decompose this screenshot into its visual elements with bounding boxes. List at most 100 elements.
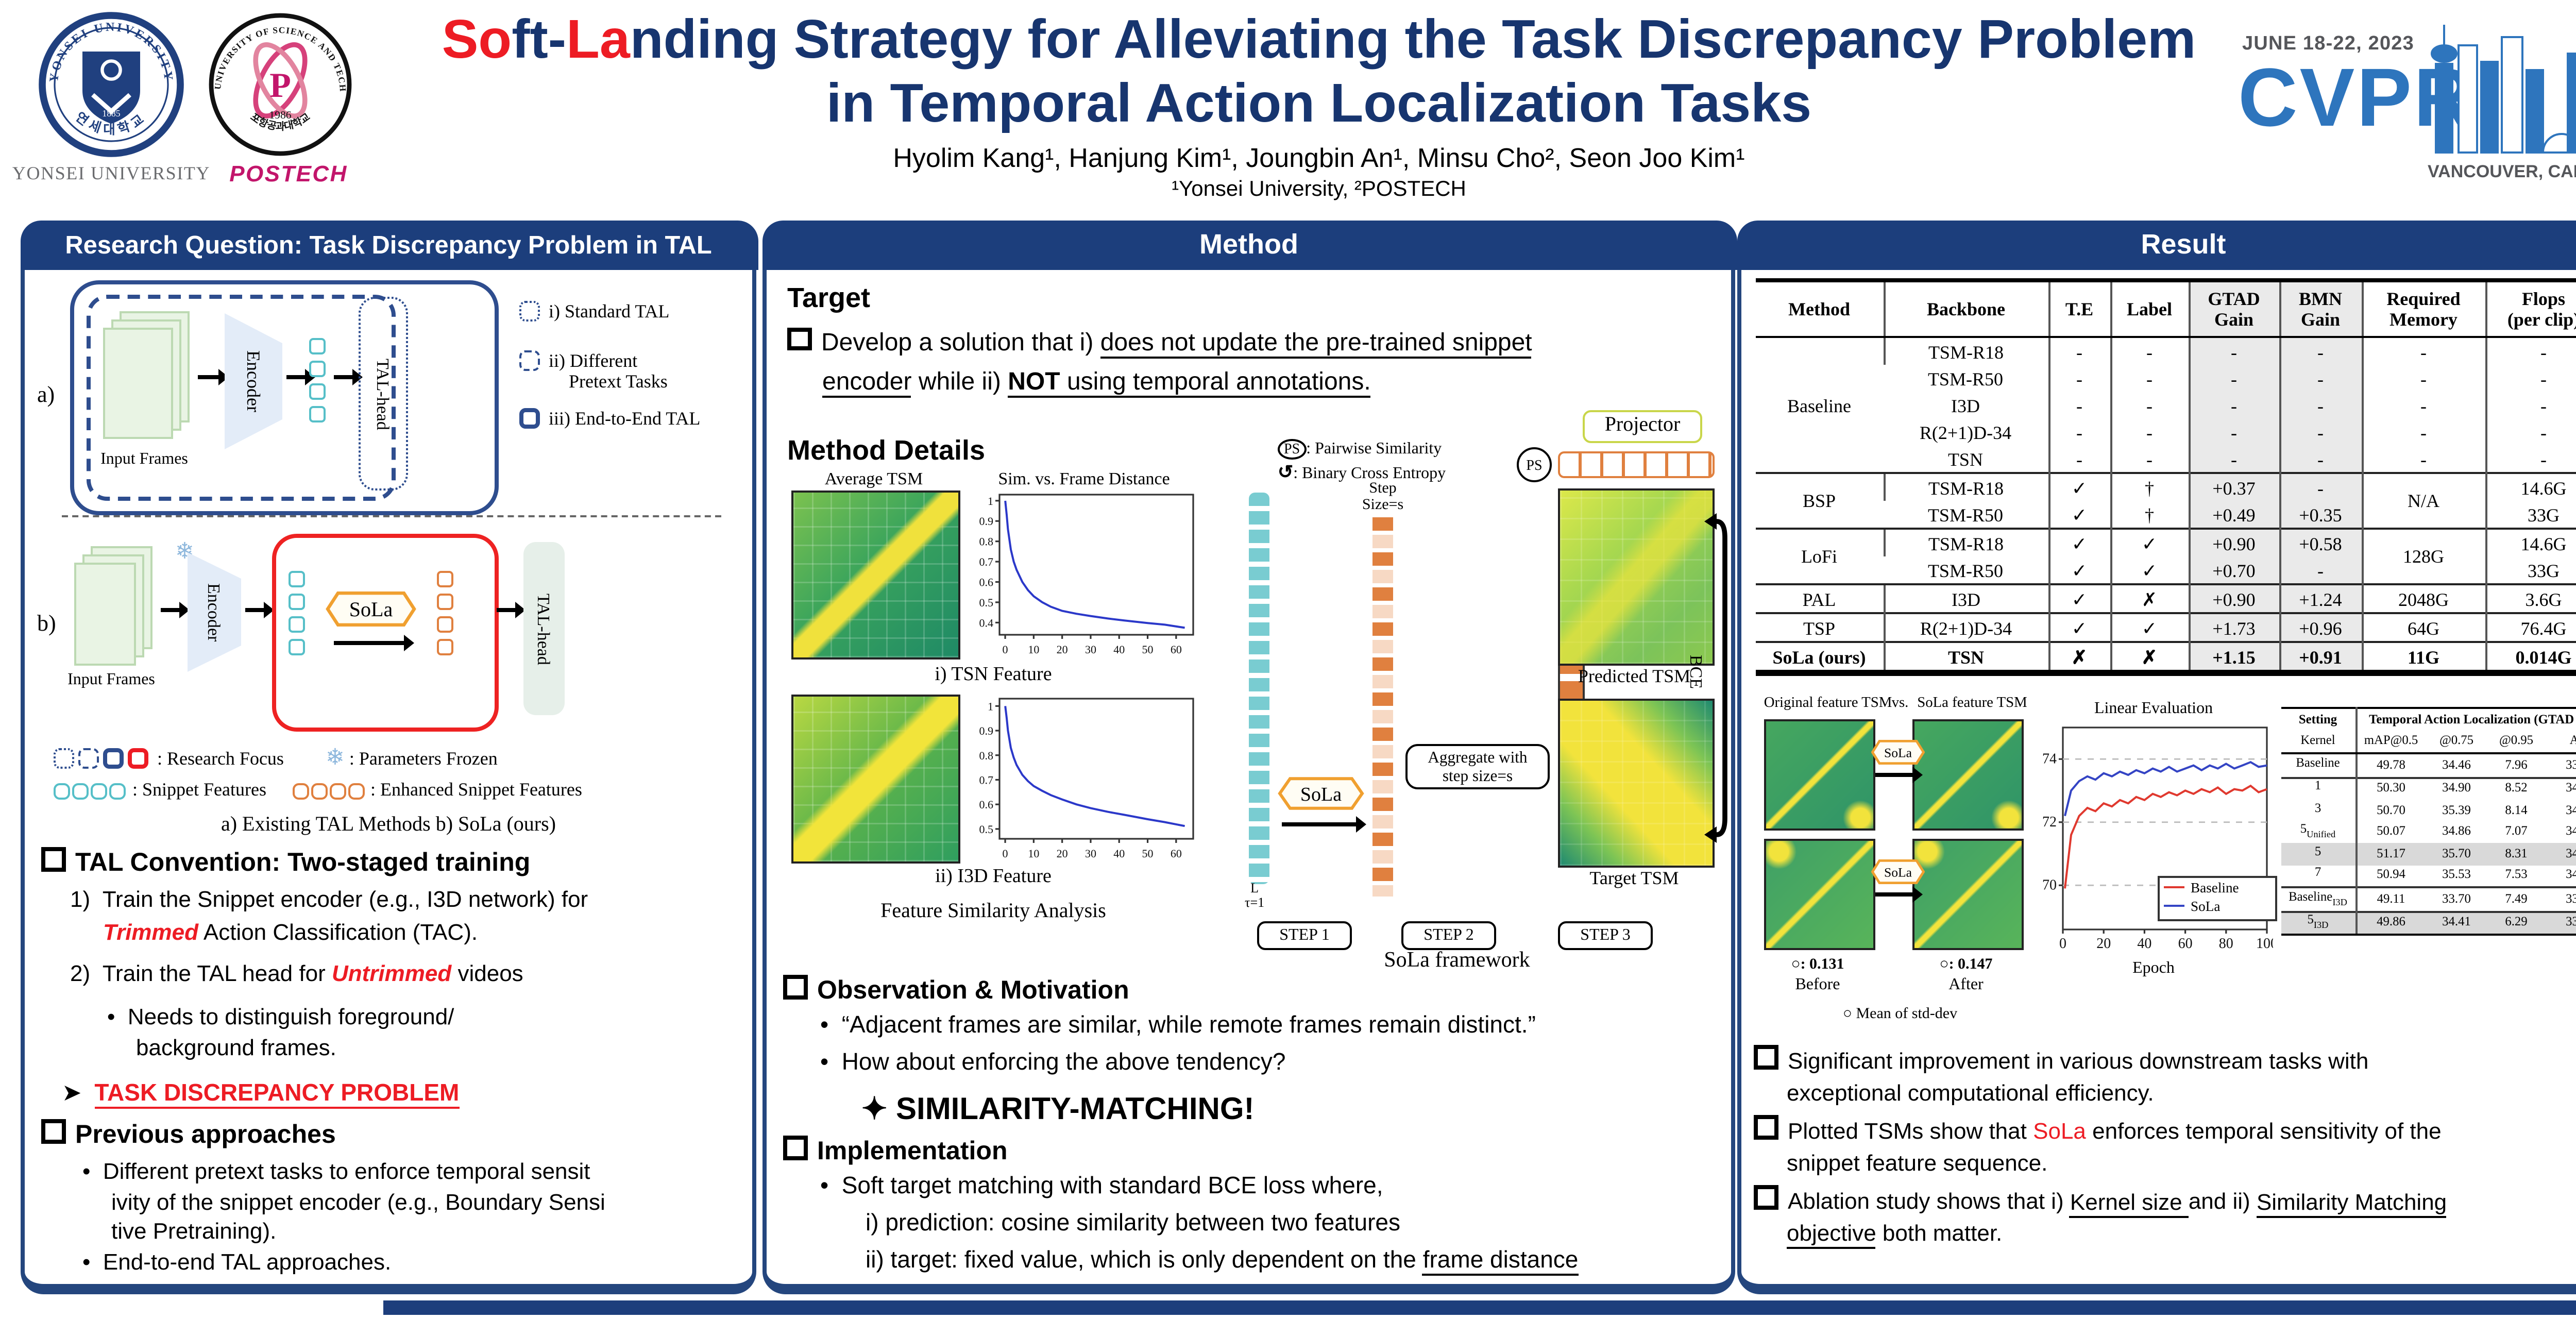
arrow-icon bbox=[286, 369, 315, 384]
ablation-table: Setting Temporal Action Localization (GT… bbox=[2281, 707, 2576, 936]
legend-sola: SoLa bbox=[2164, 899, 2271, 917]
dotted-box-icon bbox=[519, 301, 540, 322]
linear-eval-xlabel: Epoch bbox=[2132, 958, 2175, 977]
vancouver-skyline-icon bbox=[2431, 25, 2576, 154]
sola-badge-icon: SoLa bbox=[326, 591, 416, 627]
snowflake-icon: ❄ bbox=[325, 746, 345, 771]
input-frames-b-label: Input Frames bbox=[67, 670, 155, 688]
snippet-feature-sequence bbox=[1249, 493, 1269, 884]
svg-text:0: 0 bbox=[1003, 643, 1008, 656]
svg-text:20: 20 bbox=[1057, 847, 1068, 860]
legend-item-end-to-end: iii) End-to-End TAL bbox=[519, 408, 700, 429]
table-row: TSM-R50- - ---- bbox=[1756, 365, 2576, 392]
svg-text:50: 50 bbox=[1142, 643, 1154, 656]
square-bullet-icon bbox=[1754, 1045, 1777, 1069]
square-bullet-icon bbox=[787, 327, 811, 350]
dotted-box-icon bbox=[54, 748, 74, 769]
postech-p-mark: P bbox=[269, 65, 291, 105]
projected-feature-row bbox=[1558, 451, 1715, 478]
svg-text:0.6: 0.6 bbox=[979, 576, 994, 589]
svg-text:1: 1 bbox=[988, 495, 993, 508]
title-seg-ft: ft- bbox=[512, 8, 567, 70]
original-tsm-1 bbox=[1764, 719, 1875, 831]
ps-legend: PS: Pairwise Similarity bbox=[1278, 439, 1442, 460]
legend-line2: : Snippet Features : Enhanced Snippet Fe… bbox=[54, 779, 582, 800]
snippet-features-b bbox=[289, 567, 305, 659]
table-row: I3D - - ---- bbox=[1756, 392, 2576, 418]
svg-text:0.5: 0.5 bbox=[979, 596, 994, 609]
stepped-feature-sequence bbox=[1372, 517, 1393, 897]
svg-text:20: 20 bbox=[2096, 936, 2111, 952]
step1-box: STEP 1 bbox=[1257, 921, 1352, 950]
sola-tsm-1 bbox=[1912, 719, 2024, 831]
encoder-a-label: Encoder bbox=[243, 350, 264, 412]
diagram-a: a) Input Frames Encoder TAL-head i) bbox=[25, 276, 752, 515]
table-row: TSN - - ---- bbox=[1756, 445, 2576, 473]
authors: Hyolim Kang¹, Hanjung Kim¹, Joungbin An¹… bbox=[893, 142, 1745, 173]
table-row: BSP TSM-R18 ✓ † +0.37- N/A 14.6G bbox=[1756, 472, 2576, 529]
method-panel-header: Method bbox=[761, 219, 1736, 269]
legend-line1: : Research Focus ❄ : Parameters Frozen bbox=[54, 744, 498, 771]
convention-heading: TAL Convention: Two-staged training bbox=[41, 847, 530, 877]
svg-text:100: 100 bbox=[2256, 936, 2273, 952]
blue-line-swatch bbox=[2164, 905, 2184, 907]
svg-text:40: 40 bbox=[1113, 643, 1125, 656]
svg-text:74: 74 bbox=[2042, 751, 2057, 767]
target-bullet: Develop a solution that i) does not upda… bbox=[787, 324, 1706, 402]
square-bullet-icon bbox=[41, 847, 65, 871]
solid-box-icon bbox=[103, 748, 124, 769]
analysis-caption: Feature Similarity Analysis bbox=[880, 901, 1106, 923]
implementation-i: i) prediction: cosine similarity between… bbox=[866, 1212, 1401, 1237]
arrow-icon bbox=[245, 602, 274, 617]
i3d-average-tsm-heatmap bbox=[791, 695, 960, 864]
legend-item-standard-tal: i) Standard TAL bbox=[519, 301, 700, 322]
affiliations: ¹Yonsei University, ²POSTECH bbox=[1172, 177, 1466, 202]
svg-text:30: 30 bbox=[1085, 847, 1096, 860]
table-header-row: Method Backbone T.E Label GTAD Gain BMN Ga… bbox=[1756, 278, 2576, 338]
sola-badge-icon: SoLa bbox=[1871, 859, 1925, 884]
tsm-title-left: Original feature TSM bbox=[1764, 695, 1892, 711]
similarity-matching-callout: ✦ SIMILARITY-MATCHING! bbox=[861, 1092, 1255, 1127]
svg-text:0.8: 0.8 bbox=[979, 535, 994, 548]
table-row: TSM-R50 ✓ † +0.49 +0.35 33G bbox=[1756, 501, 2576, 529]
projector-box: Projector bbox=[1583, 410, 1702, 443]
linear-eval-figure: Linear Evaluation 70 72 74 0 20 40 60 80 100 Epo… bbox=[2030, 695, 2277, 1004]
tsm-title-right: SoLa feature TSM bbox=[1917, 695, 2027, 711]
svg-text:0.4: 0.4 bbox=[979, 616, 994, 629]
original-tsm-2 bbox=[1764, 839, 1875, 950]
previous-heading: Previous approaches bbox=[41, 1119, 336, 1149]
task-discrepancy-callout: ➤ TASK DISCREPANCY PROBLEM bbox=[62, 1078, 460, 1109]
sola-badge-label: SoLa bbox=[1300, 784, 1342, 805]
tsn-caption: i) TSN Feature bbox=[935, 666, 1052, 686]
yonsei-year: 1885 bbox=[102, 108, 120, 119]
sim-title-1: Sim. vs. Frame Distance bbox=[998, 468, 1170, 488]
square-bullet-icon bbox=[1754, 1115, 1777, 1139]
encoder-b: Encoder bbox=[188, 552, 241, 672]
table-row: R(2+1)D-34- - ---- bbox=[1756, 418, 2576, 445]
pairwise-similarity-circle: PS bbox=[1517, 447, 1552, 482]
observation-bullet-1: • “Adjacent frames are similar, while re… bbox=[820, 1014, 1536, 1039]
linear-eval-title: Linear Evaluation bbox=[2094, 699, 2213, 717]
input-frames-a-label: Input Frames bbox=[100, 449, 188, 468]
svg-text:SoLa: SoLa bbox=[1884, 865, 1912, 880]
tal-head-b: TAL-head bbox=[523, 542, 565, 715]
svg-text:0.5: 0.5 bbox=[979, 823, 994, 836]
diagram-a-label: a) bbox=[37, 383, 55, 408]
square-bullet-icon bbox=[41, 1119, 65, 1143]
svg-text:60: 60 bbox=[1171, 643, 1182, 656]
loop-arrow-icon: ↺ bbox=[1278, 462, 1294, 482]
svg-text:40: 40 bbox=[1113, 847, 1125, 860]
bce-bracket-icon bbox=[1704, 513, 1727, 843]
result-panel-header: Result bbox=[1736, 219, 2576, 269]
observation-bullet-2: • How about enforcing the above tendency… bbox=[820, 1051, 1286, 1076]
method-panel: Method Target Develop a solution that i)… bbox=[761, 219, 1736, 1294]
square-bullet-icon bbox=[1754, 1185, 1777, 1209]
yonsei-caption: YONSEI UNIVERSITY bbox=[12, 163, 211, 183]
svg-text:70: 70 bbox=[2042, 877, 2057, 893]
implementation-heading: Implementation bbox=[783, 1136, 1008, 1165]
arrow-icon bbox=[1875, 886, 1923, 902]
observation-heading: Observation & Motivation bbox=[783, 975, 1129, 1005]
convention-item1: 1) Train the Snippet encoder (e.g., I3D … bbox=[70, 888, 588, 946]
